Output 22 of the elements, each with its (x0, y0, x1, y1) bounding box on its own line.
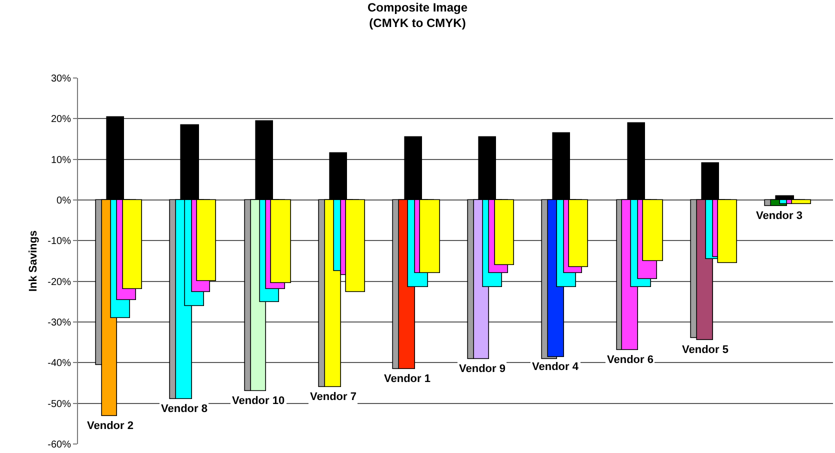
y-tick-label: 30% (50, 74, 72, 84)
y-tick-label: 10% (50, 154, 72, 166)
y-tick-label: 20% (50, 114, 72, 126)
y-tick-label: -60% (48, 440, 72, 450)
y-tick-label: -30% (48, 318, 72, 328)
x-tick-label: Vendor 6 (607, 354, 654, 366)
x-tick-label: Vendor 3 (756, 210, 802, 222)
x-tick-label: Vendor 5 (682, 344, 728, 356)
y-tick-label: -10% (48, 236, 72, 248)
x-tick-label: Vendor 10 (232, 395, 285, 407)
chart-title: Composite Image (CMYK to CMYK) (367, 0, 468, 30)
x-tick-label: Vendor 7 (310, 391, 356, 403)
y-tick-label: -20% (48, 276, 72, 288)
y-tick-label: -40% (48, 358, 72, 370)
x-tick-label: Vendor 4 (532, 361, 580, 373)
x-tick-label: Vendor 1 (384, 373, 430, 385)
x-tick-label: Vendor 9 (459, 363, 506, 375)
y-tick-label: -50% (48, 398, 72, 410)
y-axis-title: Ink Savings (27, 230, 40, 292)
x-tick-label: Vendor 8 (161, 403, 208, 415)
y-tick-label: 0% (56, 196, 72, 206)
x-tick-label: Vendor 2 (87, 420, 134, 432)
